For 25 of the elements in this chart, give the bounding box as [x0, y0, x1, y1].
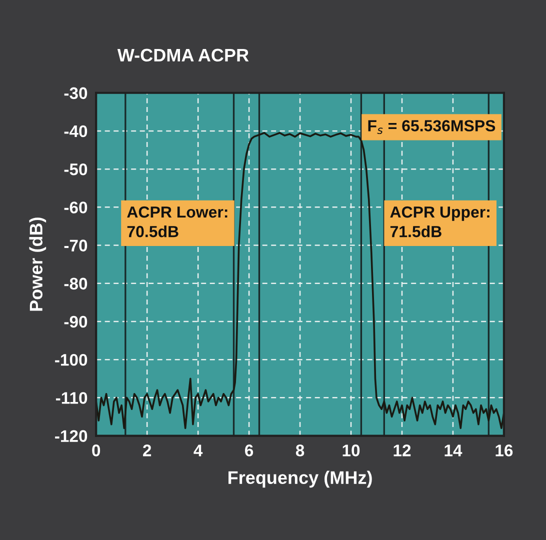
x-tick-label: 16 [496, 444, 513, 456]
y-tick-label: -60 [64, 202, 88, 214]
y-axis-title: Power (dB) [29, 218, 46, 311]
annotation: ACPR Lower: 70.5dB [127, 206, 228, 238]
x-tick-label: 12 [394, 444, 411, 456]
x-tick-label: 14 [444, 444, 462, 456]
y-tick-label: -80 [64, 278, 88, 290]
annotation: ACPR Upper: 71.5dB [390, 206, 490, 238]
y-tick-label: -30 [64, 87, 88, 100]
y-tick-label: -90 [64, 316, 88, 328]
y-tick-label: -70 [64, 240, 88, 252]
chart-title: W-CDMA ACPR [117, 48, 249, 62]
x-tick-label: 10 [342, 444, 360, 456]
y-tick-label: -120 [55, 430, 88, 442]
y-tick-label: -110 [56, 392, 88, 404]
y-tick-label: -40 [64, 125, 88, 138]
x-tick-label: 4 [194, 444, 203, 456]
y-tick-label: -50 [64, 163, 88, 176]
annotation: F$_{s}$ = 65.536MSPS [368, 120, 496, 134]
x-tick-label: 2 [143, 444, 152, 456]
x-tick-label: 8 [296, 444, 304, 456]
y-tick-label: -100 [55, 354, 88, 366]
x-axis-title: Frequency (MHz) [228, 470, 372, 488]
x-tick-label: 6 [245, 444, 254, 456]
x-tick-label: 0 [92, 444, 100, 456]
